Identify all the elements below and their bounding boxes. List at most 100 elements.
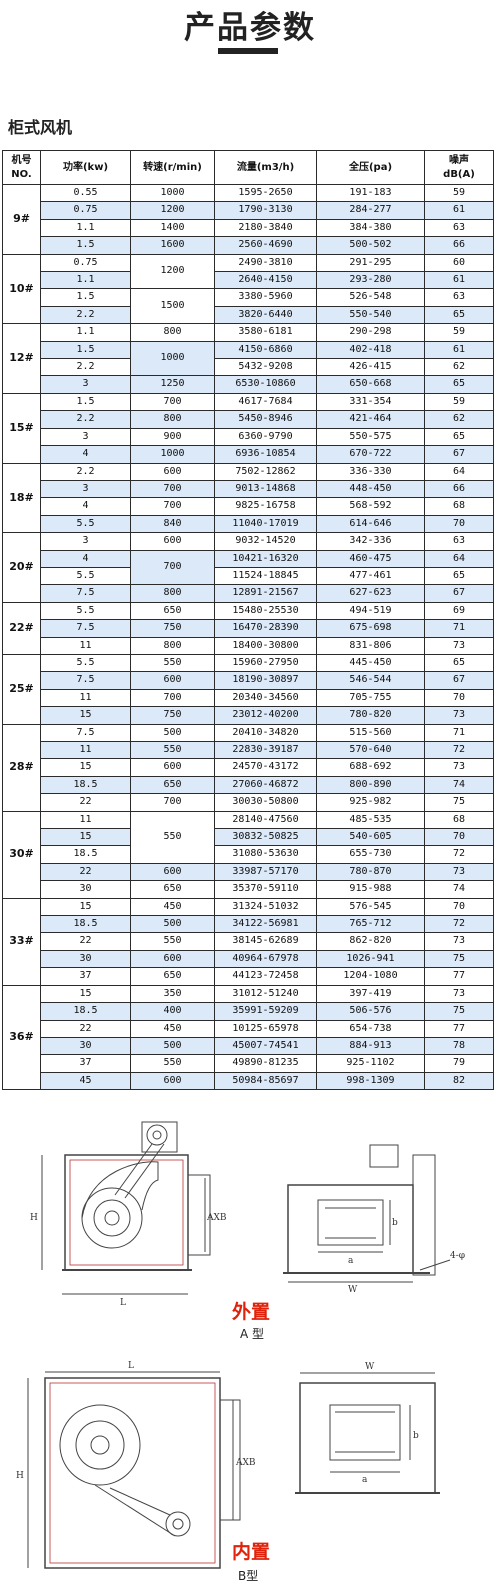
- noise-cell: 75: [424, 1002, 494, 1021]
- flow-cell: 2490-3810: [214, 253, 317, 273]
- table-row: 1.5 1600 2560-4690 500-502 66: [3, 236, 494, 255]
- flow-cell: 45007-74541: [214, 1036, 317, 1056]
- pressure-cell: 614-646: [316, 514, 425, 534]
- pressure-cell: 550-575: [316, 427, 425, 447]
- pressure-cell: 546-544: [316, 671, 425, 690]
- pressure-cell: 384-380: [316, 218, 425, 238]
- flow-cell: 10125-65978: [214, 1019, 317, 1038]
- noise-cell: 65: [424, 566, 494, 586]
- speed-cell: 400: [130, 1002, 215, 1021]
- pressure-cell: 570-640: [316, 740, 425, 760]
- flow-cell: 23012-40200: [214, 706, 317, 725]
- power-cell: 11: [40, 740, 131, 760]
- speed-cell: 750: [130, 706, 215, 725]
- noise-cell: 72: [424, 740, 494, 760]
- flow-cell: 50984-85697: [214, 1071, 317, 1091]
- speed-cell: 700: [130, 549, 215, 586]
- power-cell: 3: [40, 375, 131, 394]
- flow-cell: 3380-5960: [214, 288, 317, 307]
- flow-cell: 20410-34820: [214, 723, 317, 743]
- noise-cell: 68: [424, 497, 494, 516]
- pressure-cell: 705-755: [316, 688, 425, 708]
- noise-cell: 72: [424, 915, 494, 934]
- noise-cell: 73: [424, 636, 494, 655]
- table-row: 5.5 840 11040-17019 614-646 70: [3, 514, 494, 534]
- title-underline: [218, 48, 278, 54]
- noise-cell: 77: [424, 1019, 494, 1038]
- power-cell: 0.75: [40, 253, 131, 273]
- model-cell: 25#: [2, 653, 41, 725]
- pressure-cell: 1026-941: [316, 949, 425, 969]
- speed-cell: 550: [130, 810, 215, 864]
- flow-cell: 24570-43172: [214, 758, 317, 777]
- pressure-cell: 675-698: [316, 619, 425, 638]
- noise-cell: 70: [424, 514, 494, 534]
- table-row: 7.5 800 12891-21567 627-623 67: [3, 584, 494, 603]
- model-cell: 18#: [2, 462, 41, 534]
- table-row: 1.1 2640-4150 293-280 61: [3, 271, 494, 290]
- pressure-cell: 884-913: [316, 1036, 425, 1056]
- speed-cell: 1400: [130, 218, 215, 238]
- table-row: 1.1 1400 2180-3840 384-380 63: [3, 218, 494, 238]
- label-axb-a: AXB: [206, 1213, 227, 1223]
- noise-cell: 61: [424, 201, 494, 220]
- b-type-title: 内置: [232, 1540, 270, 1563]
- table-row: 1.5 1500 3380-5960 526-548 63: [3, 288, 494, 325]
- a-type-side-drawing: [41, 1121, 211, 1295]
- pressure-cell: 448-450: [316, 479, 425, 499]
- flow-cell: 9825-16758: [214, 497, 317, 516]
- noise-cell: 71: [424, 723, 494, 743]
- table-row: 5.5 11524-18845 477-461 65: [3, 566, 494, 586]
- spec-table: 机号 NO. 功率(kw) 转速(r/min) 流量(m3/h) 全压(pa) 噪…: [2, 150, 494, 1091]
- speed-cell: 600: [130, 758, 215, 777]
- power-cell: 37: [40, 1054, 131, 1073]
- pressure-cell: 655-730: [316, 845, 425, 864]
- table-row: 45 600 50984-85697 998-1309 82: [3, 1071, 494, 1091]
- flow-cell: 18190-30897: [214, 671, 317, 690]
- pressure-cell: 780-870: [316, 862, 425, 882]
- power-cell: 4: [40, 549, 131, 568]
- noise-cell: 64: [424, 549, 494, 568]
- speed-cell: 840: [130, 514, 215, 534]
- power-cell: 1.1: [40, 323, 131, 342]
- power-cell: 22: [40, 932, 131, 951]
- table-row: 18.5 650 27060-46872 800-890 74: [3, 775, 494, 795]
- flow-cell: 10421-16320: [214, 549, 317, 568]
- power-cell: 2.2: [40, 410, 131, 429]
- table-row: 30 600 40964-67978 1026-941 75: [3, 949, 494, 969]
- flow-cell: 22830-39187: [214, 740, 317, 760]
- noise-cell: 59: [424, 183, 494, 203]
- power-cell: 11: [40, 810, 131, 830]
- flow-cell: 30832-50825: [214, 828, 317, 847]
- flow-cell: 11524-18845: [214, 566, 317, 586]
- flow-cell: 4617-7684: [214, 392, 317, 412]
- table-row: 12# 1.1 800 3580-6181 290-298 59: [2, 323, 494, 394]
- power-cell: 45: [40, 1071, 131, 1091]
- table-row: 7.5 600 18190-30897 546-544 67: [3, 671, 494, 690]
- pressure-cell: 342-336: [316, 532, 425, 551]
- speed-cell: 800: [130, 584, 215, 603]
- flow-cell: 6530-10860: [214, 375, 317, 394]
- flow-cell: 20340-34560: [214, 688, 317, 708]
- flow-cell: 12891-21567: [214, 584, 317, 603]
- flow-cell: 15960-27950: [214, 653, 317, 673]
- header-noise: 噪声 dB(A): [424, 150, 494, 185]
- flow-cell: 2640-4150: [214, 271, 317, 290]
- flow-cell: 31324-51032: [214, 897, 317, 917]
- pressure-cell: 191-183: [316, 183, 425, 203]
- speed-cell: 700: [130, 793, 215, 812]
- flow-cell: 38145-62689: [214, 932, 317, 951]
- speed-cell: 550: [130, 1054, 215, 1073]
- noise-cell: 67: [424, 445, 494, 464]
- flow-cell: 3580-6181: [214, 323, 317, 342]
- label-l-a: L: [120, 1298, 126, 1308]
- pressure-cell: 568-592: [316, 497, 425, 516]
- power-cell: 5.5: [40, 566, 131, 586]
- table-row: 2.2 5432-9208 426-415 62: [3, 358, 494, 377]
- speed-cell: 650: [130, 880, 215, 899]
- table-row: 22 550 38145-62689 862-820 73: [3, 932, 494, 951]
- noise-cell: 59: [424, 323, 494, 342]
- table-row: 3 1250 6530-10860 650-668 65: [3, 375, 494, 394]
- page-title: 产品参数: [184, 10, 316, 46]
- pressure-cell: 402-418: [316, 340, 425, 360]
